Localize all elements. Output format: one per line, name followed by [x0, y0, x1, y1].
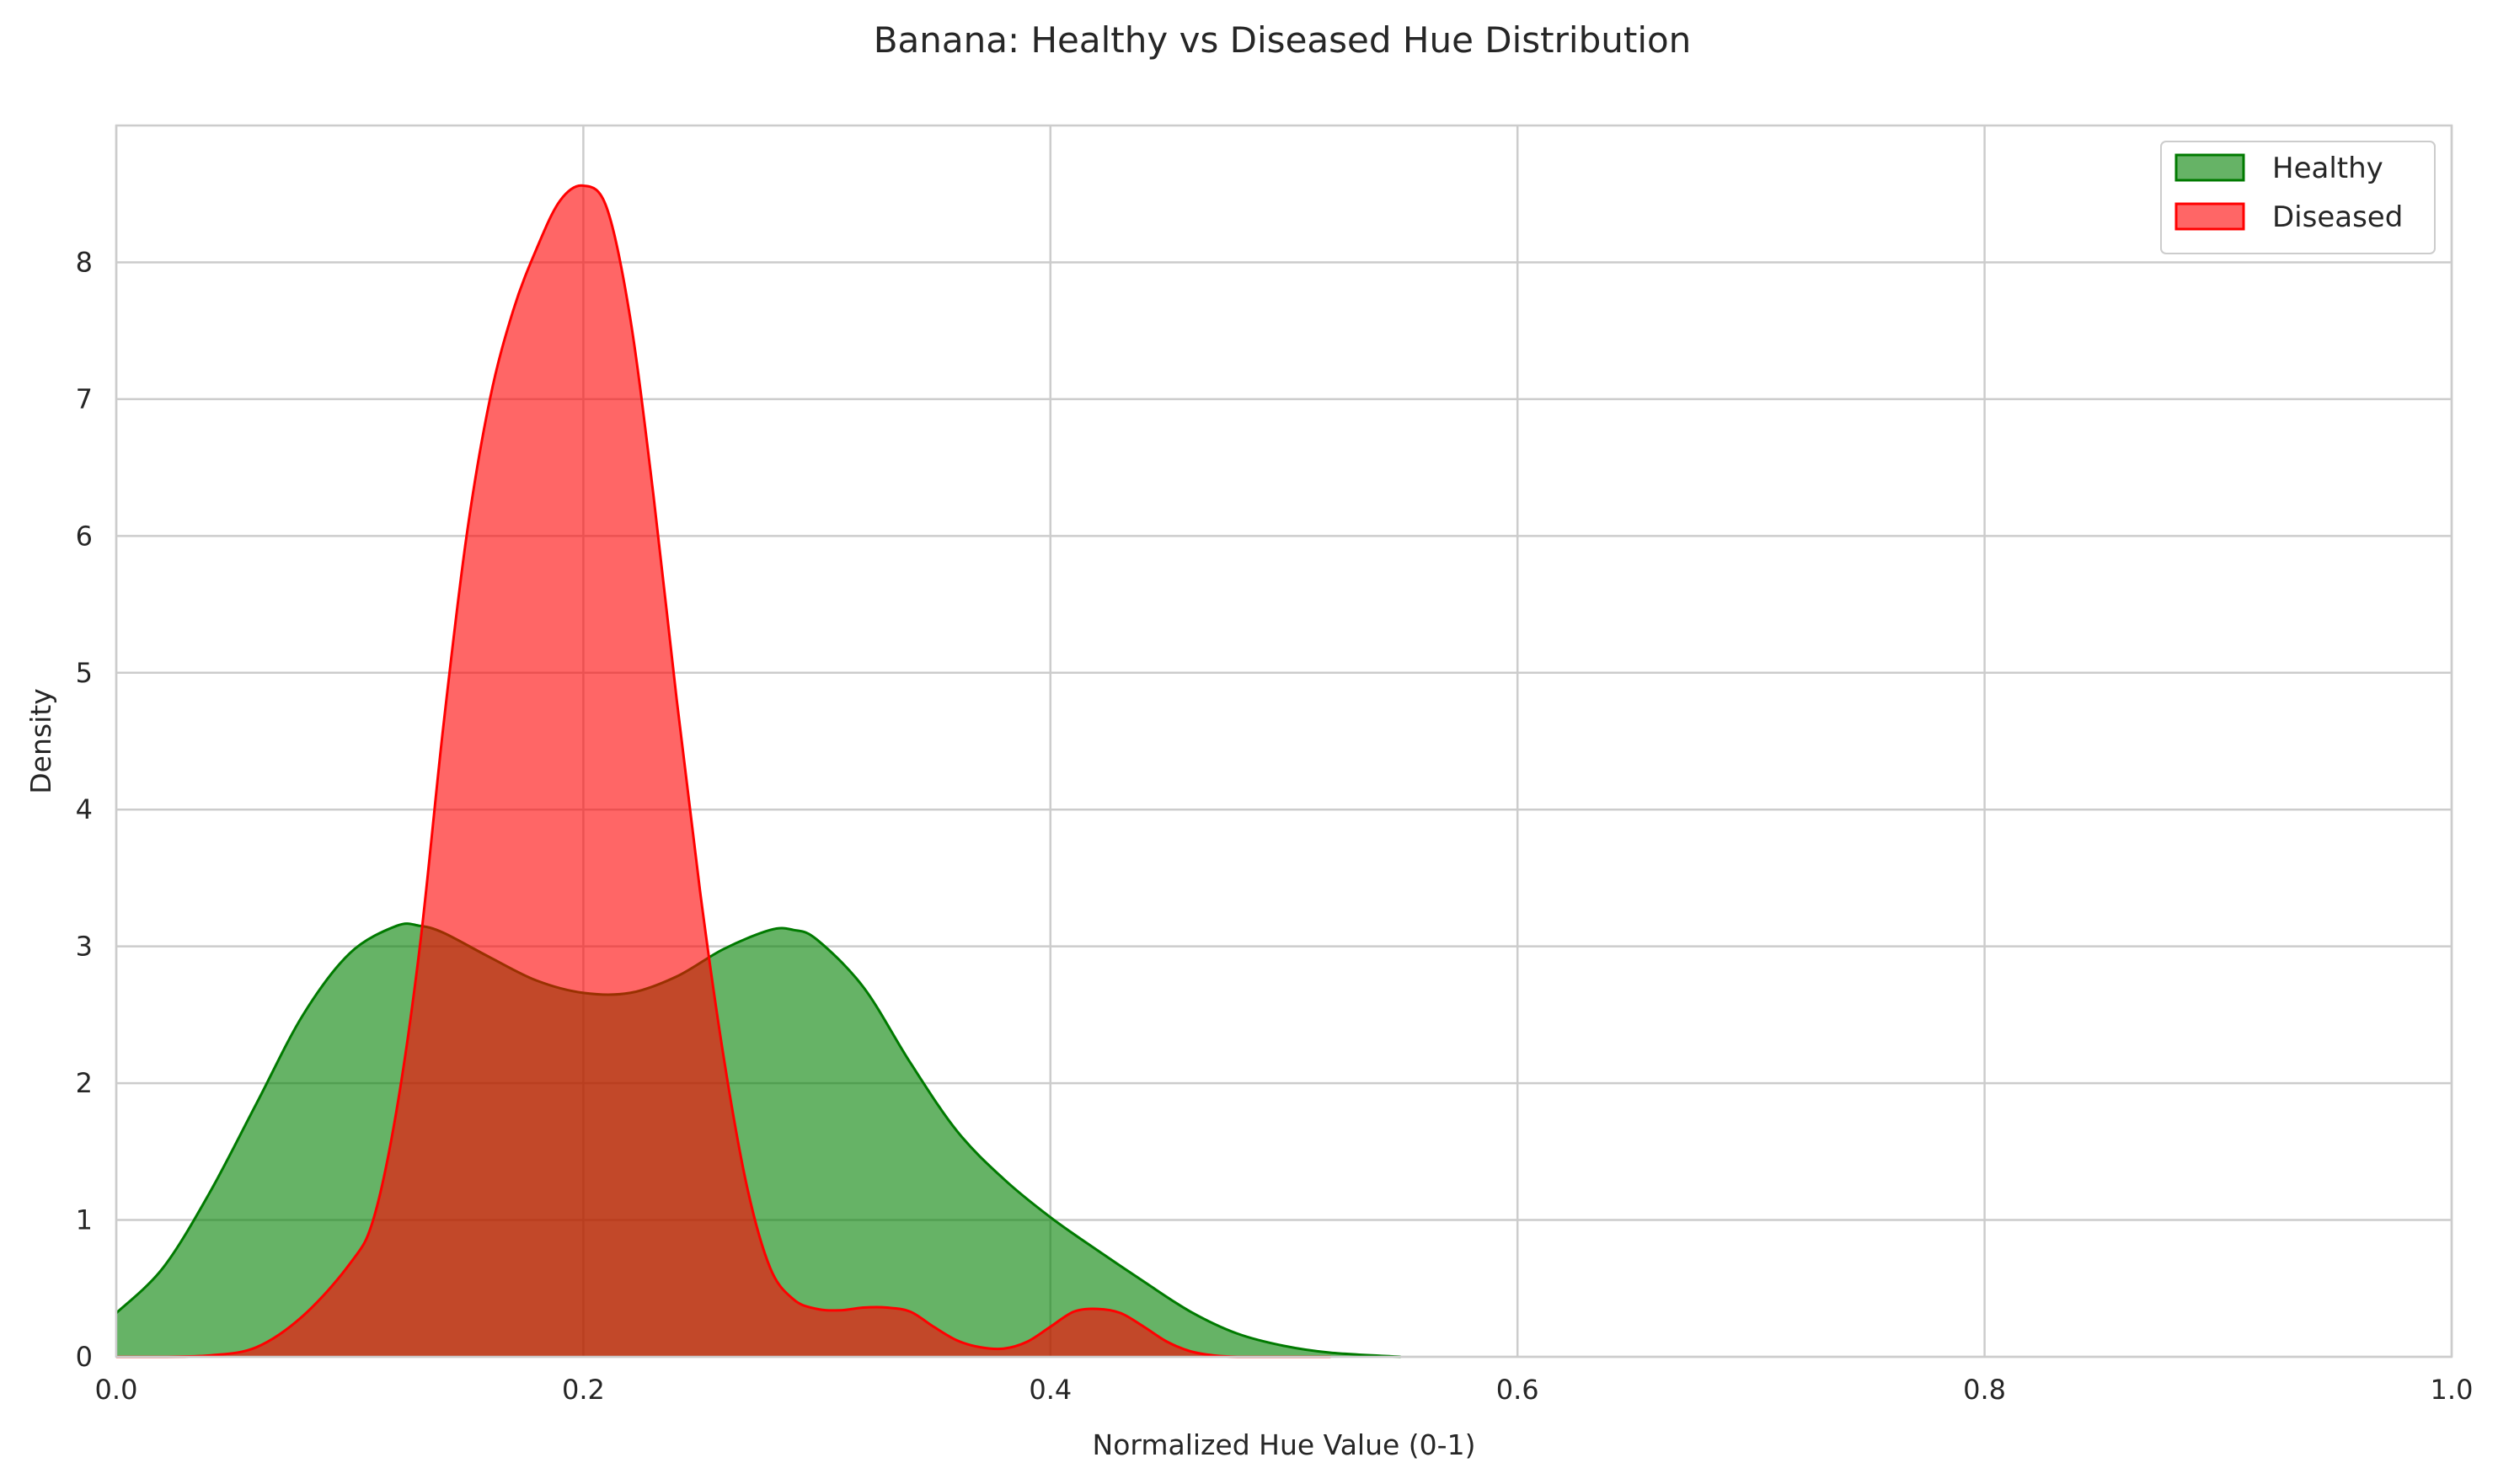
legend-swatch-healthy [2174, 153, 2245, 182]
x-axis-ticks: 0.0 0.2 0.4 0.6 0.8 1.0 [95, 1374, 2474, 1406]
legend: Healthy Diseased [2160, 141, 2436, 254]
y-tick-label: 0 [76, 1341, 93, 1373]
series-layer [115, 184, 1401, 1359]
y-tick-label: 3 [76, 931, 93, 963]
legend-label-diseased: Diseased [2272, 200, 2403, 234]
series-area-diseased [116, 185, 1331, 1358]
series-line-diseased [116, 184, 1331, 1359]
y-tick-label: 8 [76, 246, 93, 278]
legend-swatch-diseased [2174, 202, 2245, 231]
y-axis-label: Density [24, 688, 57, 793]
chart-title: Banana: Healthy vs Diseased Hue Distribu… [874, 19, 1692, 61]
plot-frame [115, 124, 2453, 1359]
legend-label-healthy: Healthy [2272, 152, 2383, 185]
x-tick-label: 0.8 [1963, 1374, 2006, 1406]
x-axis-label: Normalized Hue Value (0-1) [1093, 1428, 1476, 1461]
y-tick-label: 2 [76, 1067, 93, 1099]
x-tick-label: 0.6 [1496, 1374, 1539, 1406]
x-tick-label: 0.4 [1029, 1374, 1072, 1406]
y-axis-ticks: 0 1 2 3 4 5 6 7 8 [76, 246, 93, 1373]
y-tick-label: 4 [76, 793, 93, 825]
x-tick-label: 0.0 [95, 1374, 138, 1406]
series-line-healthy [115, 922, 1401, 1359]
y-tick-label: 7 [76, 383, 93, 415]
x-tick-label: 0.2 [562, 1374, 605, 1406]
y-tick-label: 6 [76, 520, 93, 552]
x-tick-label: 1.0 [2431, 1374, 2474, 1406]
y-tick-label: 1 [76, 1204, 93, 1236]
y-tick-label: 5 [76, 657, 93, 689]
